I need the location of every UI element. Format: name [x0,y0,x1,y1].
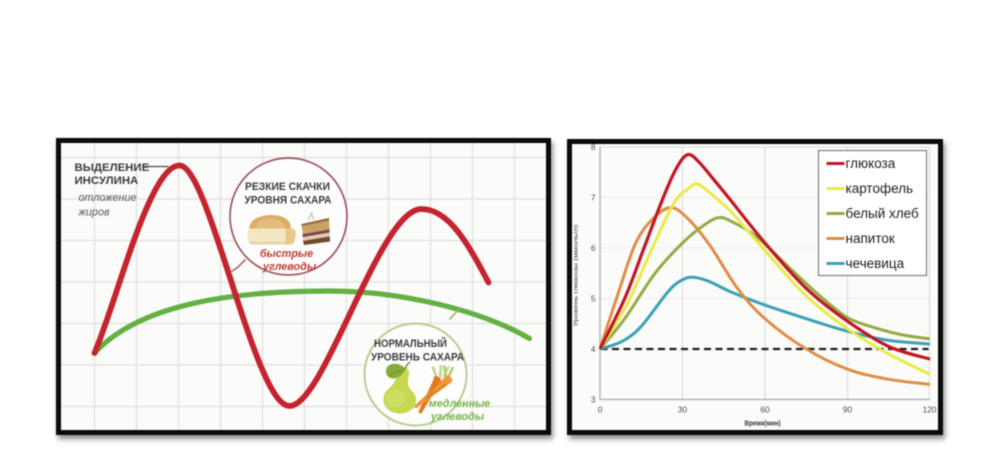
svg-text:УРОВЕНЬ САХАРА: УРОВЕНЬ САХАРА [371,352,464,364]
svg-text:6: 6 [591,243,596,253]
svg-text:быстрые: быстрые [260,248,313,260]
svg-text:напиток: напиток [846,231,895,246]
svg-text:7: 7 [591,193,596,203]
svg-text:Уровень глюкозы (ммоль/л): Уровень глюкозы (ммоль/л) [574,224,580,326]
svg-text:5: 5 [591,294,596,304]
svg-text:60: 60 [760,405,770,415]
svg-text:картофель: картофель [846,181,914,196]
svg-text:УРОВНЯ САХАРА: УРОВНЯ САХАРА [245,195,332,207]
svg-text:30: 30 [678,405,688,415]
svg-text:Время(мин): Время(мин) [745,419,782,428]
svg-text:углеводы: углеводы [430,411,485,423]
svg-text:медленные: медленные [429,398,491,410]
svg-text:отложение: отложение [79,192,137,204]
svg-text:ИНСУЛИНА: ИНСУЛИНА [75,175,139,187]
svg-text:НОРМАЛЬНЫЙ: НОРМАЛЬНЫЙ [374,337,447,350]
svg-text:90: 90 [843,405,853,415]
svg-text:ВЫДЕЛЕНИЕ: ВЫДЕЛЕНИЕ [75,162,150,174]
svg-text:белый хлеб: белый хлеб [846,206,919,221]
svg-text:чечевица: чечевица [846,256,905,271]
svg-text:3: 3 [591,395,596,405]
svg-text:120: 120 [923,405,937,415]
svg-text:4: 4 [591,344,596,354]
svg-text:8: 8 [591,144,596,152]
svg-text:0: 0 [598,405,603,415]
svg-text:углеводы: углеводы [262,261,317,273]
svg-text:РЕЗКИЕ СКАЧКИ: РЕЗКИЕ СКАЧКИ [245,181,330,193]
svg-text:глюкоза: глюкоза [846,156,896,171]
svg-text:жиров: жиров [78,207,110,219]
